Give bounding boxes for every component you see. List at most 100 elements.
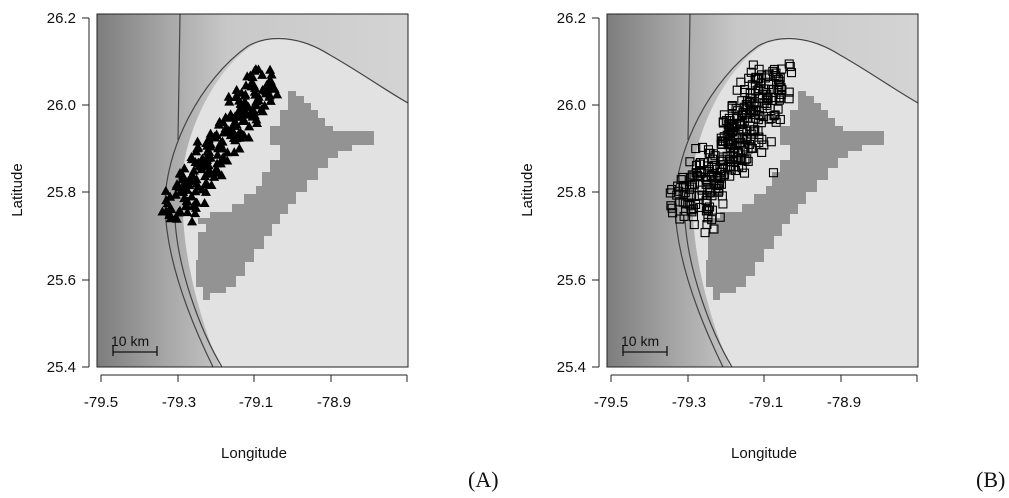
bank-contour-inner xyxy=(164,204,214,368)
sighting-square xyxy=(740,85,750,95)
sighting-triangle xyxy=(216,170,227,180)
sighting-triangle xyxy=(190,208,201,218)
island-polygon xyxy=(706,91,884,300)
y-tick-label: 26.0 xyxy=(557,97,586,114)
sighting-square xyxy=(686,205,696,215)
sighting-square xyxy=(667,184,677,195)
sighting-square xyxy=(709,224,719,234)
x-tick-label: -79.5 xyxy=(84,394,118,411)
sighting-triangle xyxy=(266,69,277,79)
sighting-square xyxy=(786,68,797,78)
sighting-triangle xyxy=(223,91,234,101)
sighting-triangle xyxy=(203,133,214,143)
sighting-square xyxy=(739,102,749,112)
sighting-square xyxy=(731,113,741,123)
sighting-triangle xyxy=(264,91,275,101)
sighting-square xyxy=(768,66,778,76)
sighting-triangle xyxy=(240,89,251,99)
sighting-triangle xyxy=(161,195,172,205)
sighting-square xyxy=(686,190,696,200)
y-tick-label: 25.4 xyxy=(557,359,586,376)
sighting-square xyxy=(673,181,683,191)
y-tick-label: 26.2 xyxy=(557,10,586,27)
sighting-triangle xyxy=(266,80,277,90)
sighting-square xyxy=(751,106,761,116)
sighting-square xyxy=(775,73,785,83)
sighting-square xyxy=(718,199,728,209)
sighting-triangle xyxy=(181,176,192,186)
sighting-triangle xyxy=(187,216,198,226)
sighting-square xyxy=(702,219,712,229)
y-tick-label: 25.8 xyxy=(557,184,586,201)
sighting-square xyxy=(774,80,784,90)
sighting-triangle xyxy=(171,213,182,223)
sighting-square xyxy=(668,208,678,218)
sighting-square xyxy=(703,209,713,219)
sighting-square xyxy=(737,135,747,145)
sighting-square xyxy=(773,74,783,84)
sighting-triangle xyxy=(179,163,190,173)
sighting-triangle xyxy=(244,121,255,131)
sighting-triangle xyxy=(202,151,213,161)
scale-bar-label: 10 km xyxy=(111,333,149,349)
sighting-square xyxy=(710,151,720,161)
sighting-triangle xyxy=(157,206,168,216)
sighting-triangle xyxy=(202,146,213,156)
sighting-square xyxy=(733,147,744,157)
sighting-square xyxy=(721,116,731,126)
sighting-square xyxy=(689,170,699,180)
sighting-triangle xyxy=(197,184,208,194)
sighting-triangle xyxy=(234,143,245,153)
sighting-triangle xyxy=(224,96,235,106)
sighting-square xyxy=(757,134,767,144)
sighting-square xyxy=(771,93,781,103)
sighting-triangle xyxy=(223,125,234,135)
sighting-square xyxy=(705,202,715,212)
sighting-square xyxy=(701,179,711,189)
sighting-triangle xyxy=(240,80,251,90)
y-tick-label: 25.4 xyxy=(47,359,76,376)
sighting-square xyxy=(745,121,755,131)
sighting-triangle xyxy=(259,100,270,110)
sighting-triangle xyxy=(253,91,264,101)
sighting-square xyxy=(769,64,780,75)
y-tick-label: 25.6 xyxy=(47,272,76,289)
sighting-triangle xyxy=(231,84,242,94)
sighting-square xyxy=(684,184,695,194)
sighting-square xyxy=(744,139,754,149)
sighting-square xyxy=(742,133,752,143)
y-axis-title: Latitude xyxy=(519,163,536,216)
sighting-square xyxy=(725,154,735,164)
sighting-square xyxy=(719,169,730,179)
sighting-square xyxy=(725,171,735,181)
bank-contour-outer xyxy=(674,37,919,206)
sighting-triangle xyxy=(205,141,216,151)
sighting-triangle xyxy=(187,170,198,180)
island-polygon xyxy=(196,91,374,300)
x-tick-label: -79.1 xyxy=(239,394,273,411)
y-tick-label: 25.8 xyxy=(47,184,76,201)
sighting-square xyxy=(678,172,688,182)
sighting-triangle xyxy=(182,207,193,217)
sighting-square xyxy=(711,183,721,193)
sighting-triangle xyxy=(225,130,236,140)
sighting-triangle xyxy=(233,108,244,118)
sighting-square xyxy=(681,206,691,216)
sighting-square xyxy=(765,103,775,113)
sighting-triangle xyxy=(200,157,211,167)
map-frame xyxy=(96,13,409,368)
x-axis-title: Longitude xyxy=(731,445,797,462)
sighting-square xyxy=(730,165,740,176)
sighting-triangle xyxy=(238,114,249,124)
sighting-triangle xyxy=(229,147,240,157)
sighting-square xyxy=(704,165,714,175)
sighting-triangle xyxy=(193,157,204,167)
sighting-triangle xyxy=(230,135,241,145)
sighting-triangle xyxy=(233,128,244,138)
x-tick-label: -79.3 xyxy=(162,394,196,411)
sighting-triangle xyxy=(199,198,210,208)
sighting-square xyxy=(728,126,738,136)
sighting-square xyxy=(702,190,712,200)
map-panel-b: -79.5 -79.3 -79.1 -78.9 26.2 26.0 25.8 25.6 25.4… xyxy=(519,10,1005,492)
sighting-square xyxy=(742,154,752,164)
